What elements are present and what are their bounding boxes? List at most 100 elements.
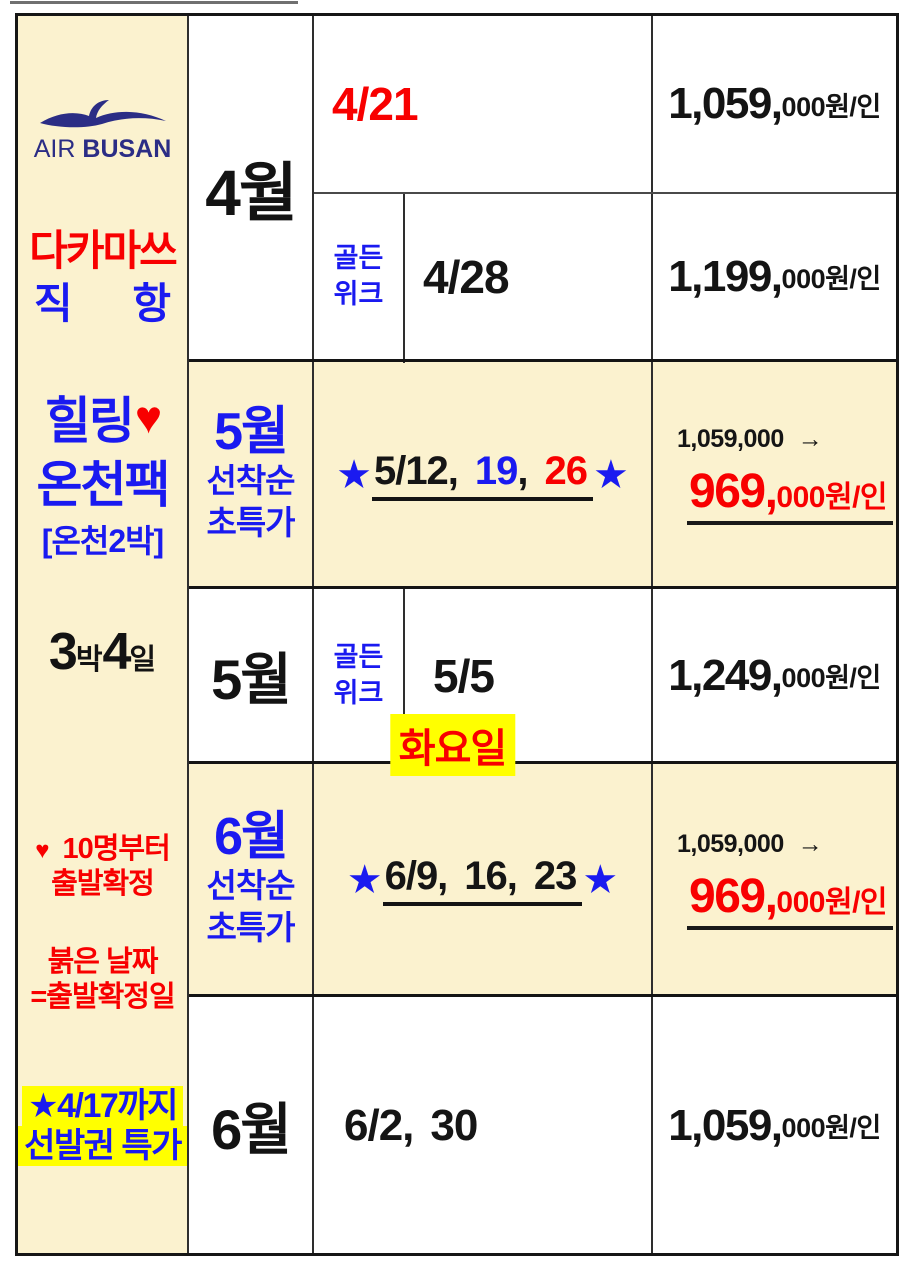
june-date-2: 16, (464, 853, 518, 898)
duration-days-number: 4 (102, 623, 132, 681)
golden-week-badge-row4: 골든 위크 (314, 590, 403, 761)
may-special-row-background (188, 361, 896, 588)
price-main-row6: 1,059, (668, 1100, 783, 1150)
date-cell-april-21: 4/21 (332, 78, 419, 130)
may-date-2: 19 (474, 448, 518, 493)
may-dates-underlined: 5/12, 19, 26 (371, 448, 594, 501)
price-main-row2: 1,199, (668, 251, 783, 301)
grid-hline-2 (189, 359, 896, 362)
price-cell-row4: 1,249, 000원/인 (653, 590, 896, 761)
date-cell-april-28: 4/28 (423, 250, 510, 303)
grid-vline-price (651, 16, 653, 1253)
old-price-may: 1,059,000 (677, 424, 784, 453)
duration-nights-unit: 박 (75, 644, 103, 676)
old-price-june: 1,059,000 (677, 829, 784, 858)
promo-deadline: ★4/17까지 (22, 1085, 183, 1126)
star-icon-left: ★ (346, 857, 383, 902)
golden-week-line1: 골든 (333, 243, 384, 274)
date-cell-june-special: ★ 6/9, 16, 23 ★ (314, 765, 651, 994)
june-date-a: 6/2, (344, 1100, 414, 1150)
grid-hline-3 (189, 586, 896, 589)
price-unit-row2: 000원/인 (781, 264, 882, 294)
min-pax-line2: 출발확정 (51, 868, 155, 900)
airbusan-logo: AIR BUSAN (18, 90, 187, 168)
price-unit-row4: 000원/인 (781, 663, 882, 693)
price-unit-row1: 000원/인 (781, 91, 882, 122)
june-special-sub2: 초특가 (206, 908, 295, 946)
sale-price-june: 969,000원/인 (687, 869, 894, 930)
duration-nights-number: 3 (48, 623, 78, 681)
logo-air: AIR (33, 134, 76, 163)
month-cell-may-special: 5월 선착순 초특가 (189, 363, 312, 586)
grid-vline-sidebar (187, 16, 189, 1253)
june-special-row-background (188, 763, 896, 996)
price-unit-row6: 000원/인 (781, 1113, 882, 1143)
min-pax-note: ♥ 10명부터 출발확정 (18, 832, 187, 902)
golden-week-line2: 위크 (333, 677, 384, 708)
may-special-sub2: 초특가 (206, 503, 295, 541)
june-special-month: 6월 (214, 807, 289, 866)
price-cell-row1: 1,059, 000원/인 (653, 16, 896, 192)
min-pax-line1: ♥ 10명부터 (35, 832, 171, 867)
package-title-line1: 힐링 ♥ (18, 388, 187, 449)
may-date-2-comma: , (517, 448, 528, 493)
grid-hline-4 (189, 761, 896, 764)
date-cell-june: 6/2, 30 (314, 998, 651, 1253)
crop-artifact-line (10, 1, 298, 4)
sale-price-may: 969,000원/인 (687, 464, 894, 525)
month-cell-may: 5월 (211, 648, 292, 711)
arrow-icon: → (797, 424, 823, 453)
early-bird-promo: ★4/17까지 선발권 특가 (18, 1085, 187, 1167)
direct-flight-char-1: 직 (34, 279, 73, 327)
arrow-icon: → (797, 829, 823, 858)
red-date-note: 붉은 날짜 =출발확정일 (18, 946, 187, 1014)
old-price-line-may: 1,059,000 → (677, 424, 823, 454)
weekday-highlight: 화요일 (389, 714, 516, 776)
grid-hline-1 (314, 192, 896, 194)
package-title-line2: 온천팩 (36, 457, 171, 513)
old-price-line-june: 1,059,000 → (677, 829, 823, 859)
golden-week-line1: 골든 (333, 642, 384, 673)
sale-price-main-may: 969, (689, 464, 778, 518)
promo-label: 선발권 특가 (18, 1126, 187, 1167)
healing-label: 힐링 (44, 393, 135, 449)
logo-busan: BUSAN (82, 134, 172, 163)
grid-vline-badge-row4 (403, 588, 405, 765)
month-cell-april: 4월 (205, 156, 297, 229)
price-cell-may-special: 1,059,000 → 969,000원/인 (653, 363, 896, 586)
grid-vline-badge-row2 (403, 193, 405, 363)
sidebar-background (18, 16, 187, 1253)
price-cell-row2: 1,199, 000원/인 (653, 194, 896, 359)
direct-flight-label: 직 항 (18, 276, 187, 327)
may-date-3: 26 (544, 448, 588, 493)
grid-vline-month (312, 16, 314, 1253)
heart-icon-small: ♥ (35, 837, 49, 865)
star-icon-right: ★ (582, 857, 619, 902)
min-pax-text1: 10명부터 (62, 833, 170, 866)
duration-days-unit: 일 (129, 644, 157, 676)
june-dates-underlined: 6/9, 16, 23 (382, 853, 583, 906)
sale-price-main-june: 969, (689, 869, 778, 923)
golden-week-badge-row2: 골든 위크 (314, 194, 403, 359)
star-icon-left: ★ (336, 452, 372, 497)
may-special-month: 5월 (214, 402, 289, 461)
red-date-line2: =출발확정일 (30, 981, 175, 1013)
june-date-b: 30 (430, 1100, 478, 1150)
price-main-row4: 1,249, (668, 650, 783, 700)
price-cell-row6: 1,059, 000원/인 (653, 998, 896, 1253)
direct-flight-char-2: 항 (132, 279, 171, 327)
date-cell-may-5: 5/5 (433, 649, 495, 702)
destination-title: 다카마쓰 (29, 226, 178, 274)
star-icon-right: ★ (593, 452, 629, 497)
sale-price-unit-may: 000원/인 (776, 480, 888, 514)
may-special-sub1: 선착순 (206, 461, 295, 499)
price-cell-june-special: 1,059,000 → 969,000원/인 (653, 765, 896, 994)
red-date-line1: 붉은 날짜 (47, 946, 159, 979)
heart-icon: ♥ (134, 391, 162, 443)
june-date-1: 6/9, (384, 853, 449, 898)
june-date-3: 23 (533, 853, 577, 898)
date-cell-may-special: ★ 5/12, 19, 26 ★ (314, 363, 651, 586)
month-cell-june-special: 6월 선착순 초특가 (189, 765, 312, 994)
month-cell-june: 6월 (211, 1098, 292, 1161)
